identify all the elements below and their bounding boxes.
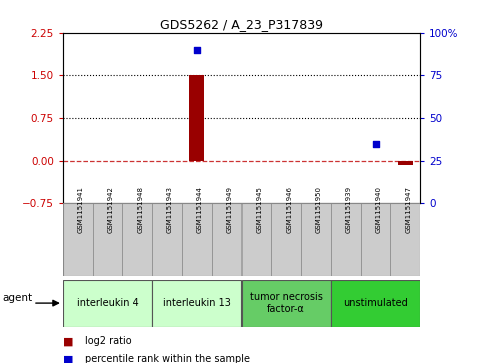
Bar — [93, 203, 122, 276]
Bar — [152, 280, 242, 327]
Text: GSM1151949: GSM1151949 — [227, 185, 233, 233]
Bar — [212, 203, 242, 276]
Text: agent: agent — [2, 293, 32, 303]
Bar — [301, 203, 331, 276]
Text: GSM1151941: GSM1151941 — [78, 185, 84, 233]
Text: GSM1151939: GSM1151939 — [346, 185, 352, 233]
Text: GSM1151944: GSM1151944 — [197, 185, 203, 233]
Bar — [122, 203, 152, 276]
Title: GDS5262 / A_23_P317839: GDS5262 / A_23_P317839 — [160, 19, 323, 32]
Text: tumor necrosis
factor-α: tumor necrosis factor-α — [250, 292, 323, 314]
Bar — [242, 280, 331, 327]
Bar — [331, 203, 361, 276]
Text: GSM1151950: GSM1151950 — [316, 185, 322, 233]
Text: GSM1151943: GSM1151943 — [167, 185, 173, 233]
Bar — [152, 203, 182, 276]
Text: GSM1151940: GSM1151940 — [376, 185, 382, 233]
Text: ■: ■ — [63, 336, 73, 346]
Text: GSM1151942: GSM1151942 — [108, 185, 114, 233]
Bar — [189, 75, 204, 160]
Bar — [182, 203, 212, 276]
Text: GSM1151948: GSM1151948 — [137, 185, 143, 233]
Text: log2 ratio: log2 ratio — [85, 336, 131, 346]
Text: percentile rank within the sample: percentile rank within the sample — [85, 354, 250, 363]
Bar — [63, 203, 93, 276]
Bar — [361, 203, 390, 276]
Text: GSM1151945: GSM1151945 — [256, 185, 262, 233]
Point — [193, 47, 201, 53]
Bar — [331, 280, 420, 327]
Point — [372, 141, 380, 147]
Text: ■: ■ — [63, 354, 73, 363]
Bar — [398, 160, 413, 165]
Bar — [63, 280, 152, 327]
Text: GSM1151946: GSM1151946 — [286, 185, 292, 233]
Bar — [242, 203, 271, 276]
Text: interleukin 13: interleukin 13 — [163, 298, 231, 308]
Text: interleukin 4: interleukin 4 — [77, 298, 138, 308]
Text: GSM1151947: GSM1151947 — [405, 185, 412, 233]
Bar — [271, 203, 301, 276]
Text: unstimulated: unstimulated — [343, 298, 408, 308]
Bar — [390, 203, 420, 276]
